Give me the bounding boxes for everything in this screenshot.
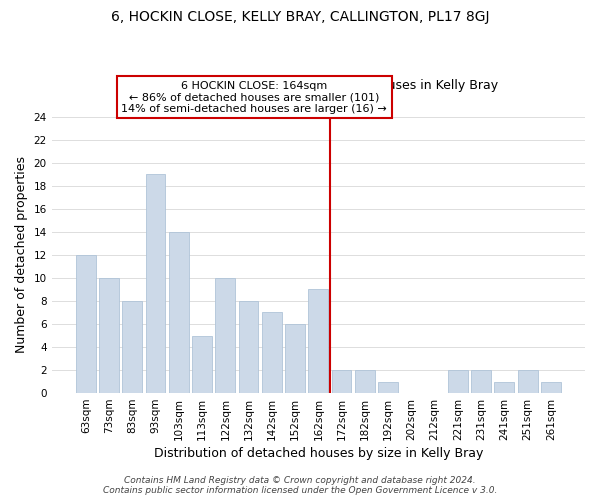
Bar bbox=[518, 370, 538, 393]
Bar bbox=[471, 370, 491, 393]
Bar bbox=[308, 290, 328, 393]
Bar bbox=[378, 382, 398, 393]
Bar bbox=[332, 370, 352, 393]
Bar bbox=[285, 324, 305, 393]
Bar bbox=[239, 301, 259, 393]
X-axis label: Distribution of detached houses by size in Kelly Bray: Distribution of detached houses by size … bbox=[154, 447, 483, 460]
Text: 6, HOCKIN CLOSE, KELLY BRAY, CALLINGTON, PL17 8GJ: 6, HOCKIN CLOSE, KELLY BRAY, CALLINGTON,… bbox=[111, 10, 489, 24]
Bar bbox=[262, 312, 282, 393]
Bar bbox=[448, 370, 468, 393]
Text: 6 HOCKIN CLOSE: 164sqm
← 86% of detached houses are smaller (101)
14% of semi-de: 6 HOCKIN CLOSE: 164sqm ← 86% of detached… bbox=[121, 81, 387, 114]
Bar bbox=[494, 382, 514, 393]
Title: Size of property relative to detached houses in Kelly Bray: Size of property relative to detached ho… bbox=[138, 79, 499, 92]
Bar bbox=[76, 255, 95, 393]
Bar bbox=[541, 382, 561, 393]
Bar bbox=[355, 370, 375, 393]
Bar bbox=[169, 232, 188, 393]
Bar bbox=[99, 278, 119, 393]
Bar bbox=[192, 336, 212, 393]
Bar bbox=[122, 301, 142, 393]
Bar bbox=[215, 278, 235, 393]
Text: Contains HM Land Registry data © Crown copyright and database right 2024.
Contai: Contains HM Land Registry data © Crown c… bbox=[103, 476, 497, 495]
Bar bbox=[146, 174, 166, 393]
Y-axis label: Number of detached properties: Number of detached properties bbox=[15, 156, 28, 354]
